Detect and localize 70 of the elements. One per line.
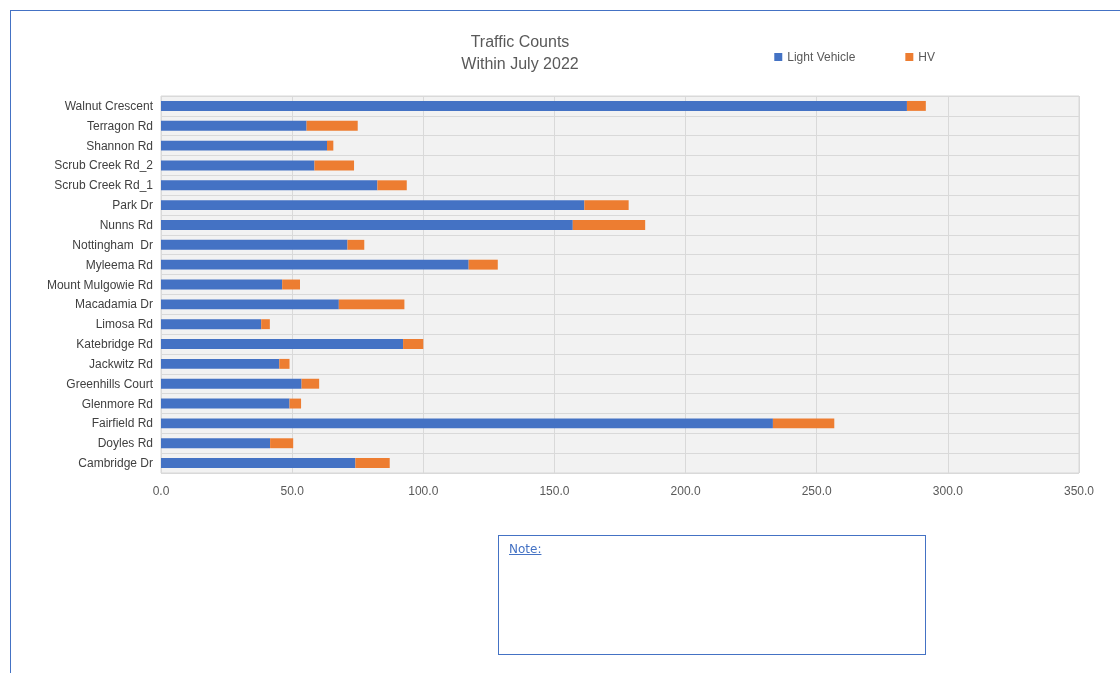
bar bbox=[161, 438, 271, 449]
legend-label: HV bbox=[918, 50, 935, 64]
bar bbox=[584, 200, 629, 211]
note-box: Note: bbox=[498, 535, 926, 655]
y-tick-label: Glenmore Rd bbox=[81, 396, 153, 411]
chart-title: Traffic Counts bbox=[470, 32, 570, 50]
bar bbox=[314, 160, 355, 171]
bar bbox=[289, 398, 302, 409]
bar bbox=[161, 160, 315, 171]
y-tick-label: Scrub Creek Rd_2 bbox=[54, 158, 154, 173]
bar bbox=[468, 259, 498, 270]
y-tick-label: Myleema Rd bbox=[85, 257, 153, 272]
y-tick-label: Park Dr bbox=[112, 198, 153, 213]
y-tick-label: Doyles Rd bbox=[97, 436, 153, 451]
y-tick-label: Nottingham Dr bbox=[72, 237, 153, 252]
bar bbox=[572, 220, 646, 230]
y-tick-label: Macadamia Dr bbox=[74, 297, 153, 312]
bar bbox=[377, 180, 407, 191]
bar bbox=[403, 339, 424, 349]
bar bbox=[161, 100, 907, 111]
x-tick-label: 200.0 bbox=[670, 484, 701, 498]
x-tick-label: 0.0 bbox=[152, 484, 170, 498]
x-tick-label: 250.0 bbox=[801, 484, 833, 498]
y-tick-label: Terragon Rd bbox=[86, 118, 153, 133]
y-tick-label: Jackwitz Rd bbox=[88, 356, 153, 371]
bar bbox=[161, 180, 378, 191]
bar bbox=[161, 319, 262, 330]
bar bbox=[161, 120, 307, 131]
bar bbox=[161, 220, 573, 230]
x-tick-label: 150.0 bbox=[539, 484, 570, 498]
bar bbox=[161, 458, 356, 469]
legend-label: Light Vehicle bbox=[787, 50, 856, 64]
bar bbox=[906, 100, 926, 111]
bar bbox=[161, 339, 404, 349]
bar bbox=[161, 140, 328, 151]
bar bbox=[355, 458, 390, 469]
x-tick-label: 50.0 bbox=[280, 484, 305, 498]
bar bbox=[279, 358, 290, 369]
bar bbox=[161, 398, 290, 409]
y-tick-label: Katebridge Rd bbox=[76, 337, 153, 352]
bar bbox=[161, 418, 773, 429]
bar bbox=[261, 319, 270, 330]
bar bbox=[772, 418, 835, 429]
x-tick-label: 100.0 bbox=[408, 484, 439, 498]
bar bbox=[306, 120, 358, 131]
bar bbox=[301, 378, 320, 389]
y-tick-label: Mount Mulgowie Rd bbox=[46, 277, 153, 292]
y-tick-label: Greenhills Court bbox=[66, 376, 154, 391]
bar bbox=[161, 358, 280, 369]
x-tick-label: 350.0 bbox=[1063, 484, 1095, 498]
bar bbox=[161, 378, 302, 389]
bar bbox=[327, 140, 334, 151]
y-tick-label: Nunns Rd bbox=[99, 217, 153, 232]
chart-subtitle: Within July 2022 bbox=[461, 54, 579, 72]
y-tick-label: Scrub Creek Rd_1 bbox=[54, 178, 154, 193]
bar bbox=[338, 299, 405, 310]
y-tick-label: Fairfield Rd bbox=[91, 416, 153, 431]
bar bbox=[161, 299, 339, 310]
y-tick-label: Shannon Rd bbox=[86, 138, 153, 153]
bar bbox=[347, 239, 365, 250]
bar bbox=[161, 279, 283, 290]
bar bbox=[161, 200, 585, 211]
x-tick-label: 300.0 bbox=[932, 484, 964, 498]
bar bbox=[161, 259, 469, 270]
y-tick-label: Cambridge Dr bbox=[78, 456, 153, 471]
bar bbox=[270, 438, 294, 449]
bar bbox=[282, 279, 301, 290]
y-tick-label: Limosa Rd bbox=[95, 317, 153, 332]
y-tick-label: Walnut Crescent bbox=[64, 98, 154, 113]
bar bbox=[161, 239, 348, 250]
